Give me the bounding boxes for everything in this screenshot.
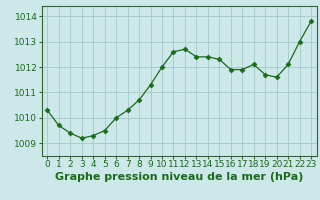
X-axis label: Graphe pression niveau de la mer (hPa): Graphe pression niveau de la mer (hPa)	[55, 172, 303, 182]
